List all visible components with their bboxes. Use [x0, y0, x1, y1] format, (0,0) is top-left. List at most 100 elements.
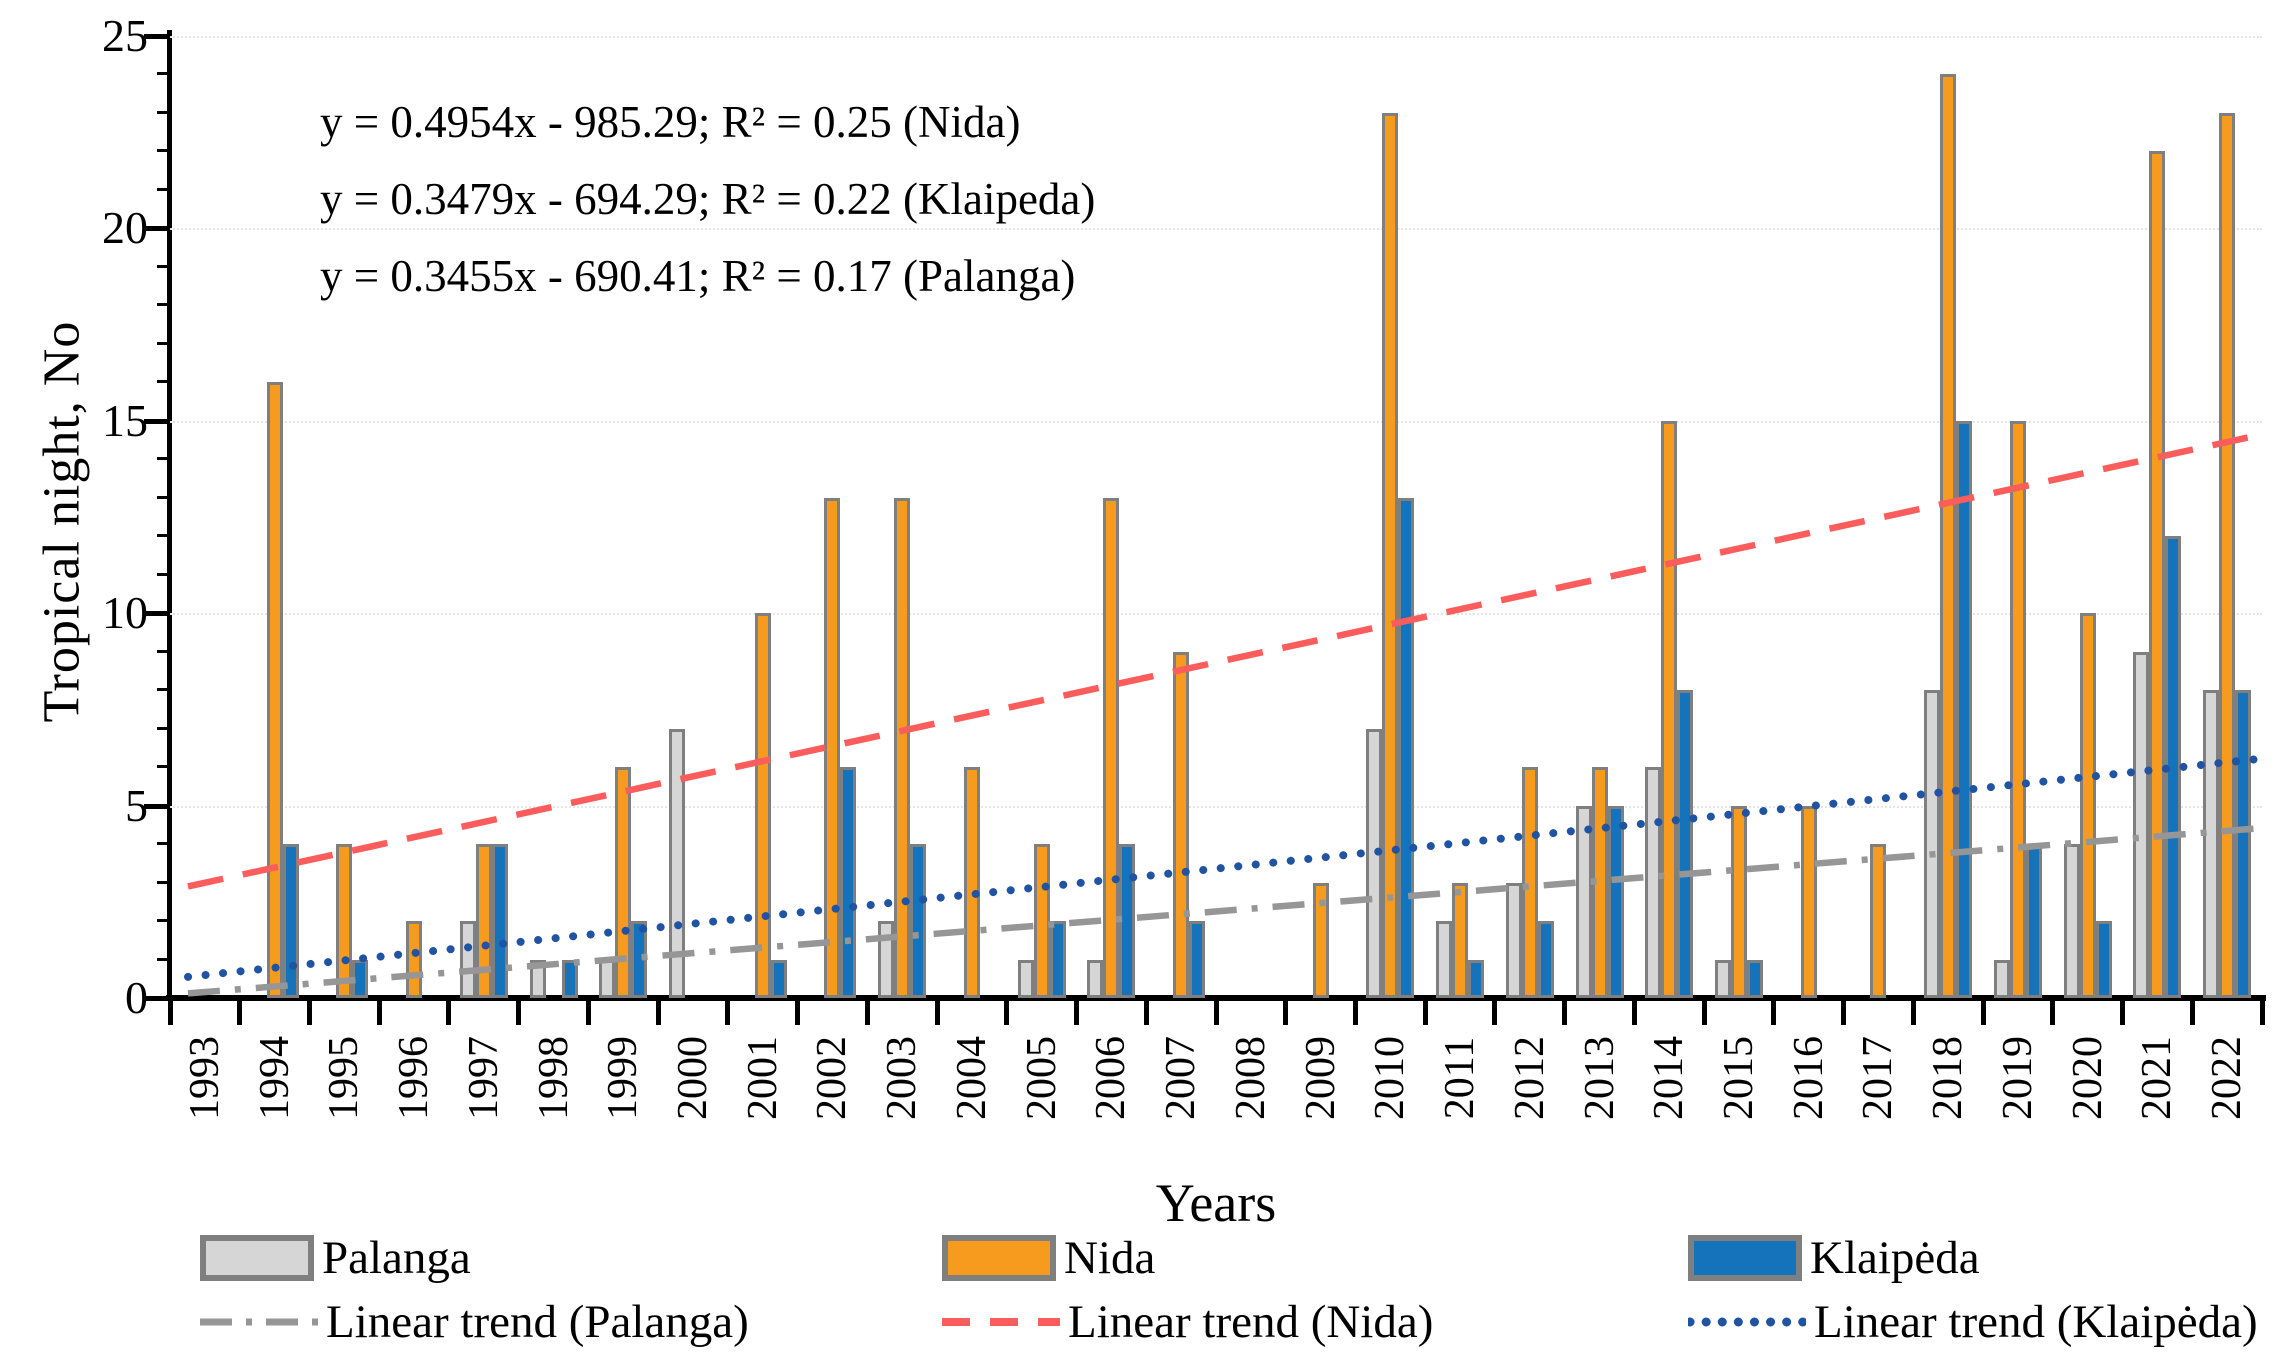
legend-item-palanga: Palanga	[200, 1226, 820, 1290]
x-axis-tick	[1841, 1001, 1847, 1025]
trend-line-lineartrendnida	[187, 433, 2255, 890]
bar-group-2017	[1844, 844, 1914, 998]
year-label-2008: 2008	[1227, 1036, 1274, 1120]
x-axis-tick	[2120, 1001, 2126, 1025]
bar-palanga-1997	[459, 921, 476, 998]
y-major-tick-20	[144, 226, 170, 232]
bar-klaipda-2015	[1746, 959, 1763, 998]
bar-group-2004	[937, 767, 1007, 998]
year-label-2016: 2016	[1785, 1036, 1832, 1120]
bar-klaipda-2012	[1537, 921, 1554, 998]
bar-nida-2005	[1033, 844, 1050, 998]
x-axis-tick	[167, 1001, 173, 1025]
x-axis-tick	[655, 1001, 661, 1025]
y-tick-label-25: 25	[102, 10, 148, 61]
bar-palanga-2019	[1993, 959, 2010, 998]
bar-palanga-2021	[2133, 651, 2150, 998]
gridline-25	[170, 36, 2262, 38]
bar-group-2015	[1704, 805, 1774, 998]
bar-group-2006	[1077, 497, 1147, 998]
bar-group-2022	[2192, 112, 2262, 998]
bar-nida-1994	[266, 382, 283, 998]
bar-klaipda-1994	[282, 844, 299, 998]
bar-klaipda-1998	[561, 959, 578, 998]
dotted-line-icon	[1688, 1317, 1806, 1327]
x-axis-tick	[1213, 1001, 1219, 1025]
bar-nida-2011	[1452, 882, 1469, 998]
legend-item-nida: Nida	[942, 1226, 1562, 1290]
y-minor-tick-9	[157, 649, 170, 653]
x-axis-tick	[1980, 1001, 1986, 1025]
year-label-2022: 2022	[2204, 1036, 2251, 1120]
bar-nida-2006	[1103, 497, 1120, 998]
bar-nida-2003	[894, 497, 911, 998]
x-axis-tick	[516, 1001, 522, 1025]
x-axis-tick	[1074, 1001, 1080, 1025]
bar-group-1994	[240, 382, 310, 998]
bar-klaipda-2020	[2095, 921, 2112, 998]
bar-klaipda-2005	[1049, 921, 1066, 998]
bar-nida-2012	[1521, 767, 1538, 998]
x-axis-tick	[934, 1001, 940, 1025]
x-axis-tick	[1143, 1001, 1149, 1025]
legend-item-trend-palanga: Linear trend (Palanga)	[200, 1290, 820, 1354]
year-label-2012: 2012	[1506, 1036, 1553, 1120]
y-minor-tick-19	[157, 264, 170, 268]
bar-group-2000	[658, 728, 728, 998]
x-axis-tick	[1910, 1001, 1916, 1025]
y-minor-tick-16	[157, 380, 170, 384]
year-label-2007: 2007	[1158, 1036, 1205, 1120]
y-minor-tick-11	[157, 572, 170, 576]
bar-palanga-2022	[2203, 690, 2220, 998]
y-minor-tick-17	[157, 341, 170, 345]
y-minor-tick-4	[157, 842, 170, 846]
bar-nida-2017	[1870, 844, 1887, 998]
year-label-2017: 2017	[1855, 1036, 1902, 1120]
regression-equations: y = 0.4954x - 985.29; R² = 0.25 (Nida) y…	[320, 84, 1095, 315]
equation-nida: y = 0.4954x - 985.29; R² = 0.25 (Nida)	[320, 97, 1021, 147]
bar-nida-2019	[2009, 420, 2026, 998]
bar-group-2020	[2053, 613, 2123, 998]
y-minor-tick-13	[157, 495, 170, 499]
y-minor-tick-18	[157, 303, 170, 307]
legend-column-klaipeda: Klaipėda Linear trend (Klaipėda)	[1688, 1226, 2288, 1354]
x-axis-tick	[1771, 1001, 1777, 1025]
y-minor-tick-23	[157, 110, 170, 114]
year-label-1997: 1997	[460, 1036, 507, 1120]
year-label-2001: 2001	[739, 1036, 786, 1120]
year-label-2018: 2018	[1925, 1036, 1972, 1120]
year-label-2014: 2014	[1646, 1036, 1693, 1120]
bar-palanga-2011	[1436, 921, 1453, 998]
x-axis-tick	[2259, 1001, 2265, 1025]
year-label-2013: 2013	[1576, 1036, 1623, 1120]
legend-label-trend-klaipeda: Linear trend (Klaipėda)	[1814, 1296, 2258, 1348]
bar-palanga-2018	[1924, 690, 1941, 998]
gridline-15	[170, 420, 2262, 423]
x-axis-tick	[864, 1001, 870, 1025]
dashed-line-icon	[942, 1318, 1060, 1326]
bar-nida-2021	[2149, 151, 2166, 998]
bar-group-2001	[728, 613, 798, 998]
y-major-tick-25	[144, 34, 170, 39]
y-minor-tick-1	[157, 957, 170, 961]
x-axis-tick	[1422, 1001, 1428, 1025]
y-minor-tick-7	[157, 726, 170, 730]
year-label-2006: 2006	[1088, 1036, 1135, 1120]
bar-group-2002	[798, 497, 868, 998]
year-label-2003: 2003	[879, 1036, 926, 1120]
y-minor-tick-3	[157, 880, 170, 884]
year-label-1994: 1994	[251, 1036, 298, 1120]
x-axis-tick	[1701, 1001, 1707, 1025]
bar-group-1999	[588, 767, 658, 998]
x-axis-tick	[1352, 1001, 1358, 1025]
bar-klaipda-2014	[1677, 690, 1694, 998]
trend-line-lineartrendpalanga	[187, 825, 2255, 997]
bar-klaipda-2007	[1189, 921, 1206, 998]
nida-swatch	[942, 1235, 1056, 1281]
trend-lines-layer	[184, 433, 2258, 997]
year-label-2011: 2011	[1437, 1036, 1484, 1120]
bar-klaipda-2001	[770, 959, 787, 998]
x-axis-tick	[446, 1001, 452, 1025]
bar-group-1995	[309, 844, 379, 998]
